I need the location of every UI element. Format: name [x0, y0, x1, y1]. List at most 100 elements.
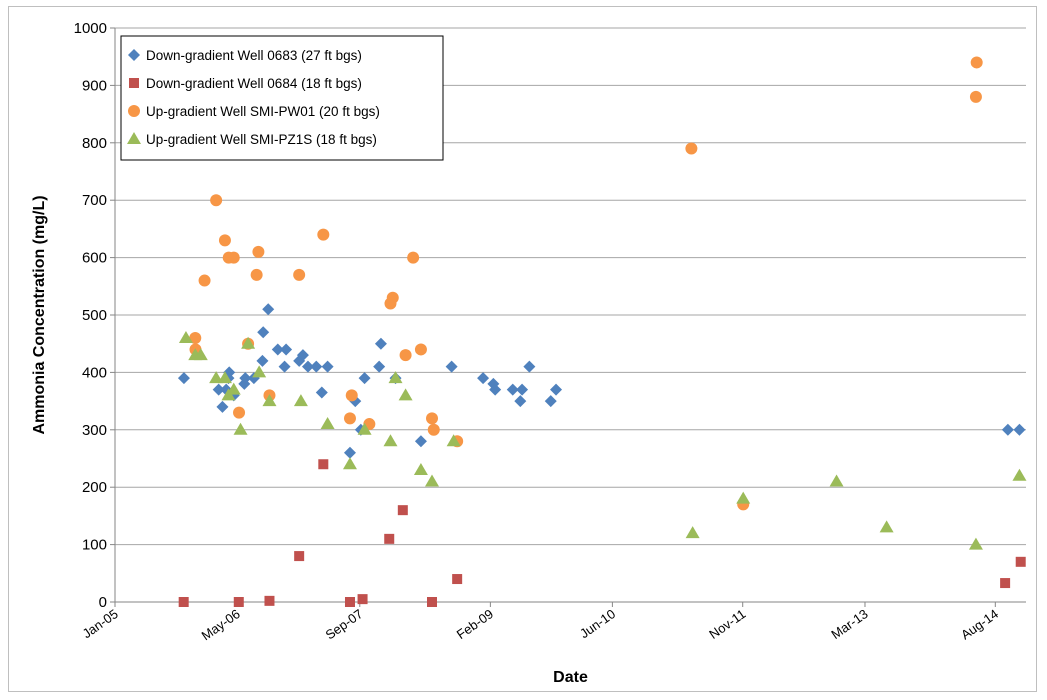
data-point [301, 360, 314, 373]
data-point [241, 336, 256, 349]
x-tick-label: Nov-11 [706, 606, 748, 642]
series-4 [178, 330, 1027, 550]
y-tick-label: 700 [82, 192, 107, 209]
data-point [446, 434, 461, 447]
legend-label: Down-gradient Well 0684 (18 ft bgs) [146, 76, 362, 91]
data-point [969, 90, 982, 103]
data-point [178, 597, 189, 607]
data-point [968, 537, 983, 550]
data-point [227, 251, 240, 264]
data-point [293, 268, 306, 281]
data-point [1013, 423, 1026, 436]
data-point [310, 360, 323, 373]
data-point [344, 597, 355, 607]
data-point [343, 446, 356, 459]
data-point [452, 574, 463, 585]
data-point [343, 412, 356, 425]
data-point [357, 422, 372, 435]
legend-label: Up-gradient Well SMI-PZ1S (18 ft bgs) [146, 132, 377, 147]
series-1 [177, 303, 1026, 459]
y-tick-label: 800 [82, 135, 107, 152]
data-point [252, 365, 267, 378]
y-tick-label: 600 [82, 250, 107, 267]
y-tick-label: 200 [82, 479, 107, 496]
data-point [414, 435, 427, 448]
data-point [425, 474, 440, 487]
data-point [550, 383, 563, 396]
x-tick-label: Aug-14 [958, 606, 1001, 642]
data-point [357, 594, 368, 605]
data-point [218, 234, 231, 247]
data-point [829, 474, 844, 487]
data-point [318, 459, 329, 470]
data-point [544, 395, 557, 408]
data-point [514, 395, 527, 408]
data-point [427, 423, 440, 436]
data-point [1015, 556, 1026, 567]
data-point [239, 372, 252, 385]
data-point [383, 434, 398, 447]
legend: Down-gradient Well 0683 (27 ft bgs) Down-… [120, 35, 444, 161]
data-point [398, 388, 413, 401]
data-point [250, 268, 263, 281]
data-point [388, 371, 403, 384]
data-point [296, 349, 309, 362]
x-axis-title: Date [553, 669, 588, 686]
legend-item: Up-gradient Well SMI-PZ1S (18 ft bgs) [127, 132, 377, 147]
data-point [216, 400, 229, 413]
data-point [264, 595, 275, 606]
data-point [736, 491, 751, 504]
y-tick-label: 1000 [74, 20, 107, 37]
data-point [489, 383, 502, 396]
data-point [342, 457, 357, 470]
data-point [177, 372, 190, 385]
data-point [373, 360, 386, 373]
data-point [374, 337, 387, 350]
data-point [293, 394, 308, 407]
x-tick-label: Mar-13 [828, 606, 870, 642]
data-point [685, 142, 698, 155]
data-point [256, 354, 269, 367]
data-point [278, 360, 291, 373]
series-2 [178, 459, 1026, 607]
data-point [294, 551, 305, 562]
data-point [280, 343, 293, 356]
data-point [320, 417, 335, 430]
data-point [445, 360, 458, 373]
data-point [1001, 423, 1014, 436]
data-point [386, 291, 399, 304]
data-point [262, 303, 275, 316]
data-point [193, 348, 208, 361]
data-point [317, 228, 330, 241]
data-point [384, 533, 395, 544]
data-point [198, 274, 211, 287]
x-tick-label: Jan-05 [80, 606, 121, 641]
data-point [1000, 578, 1011, 589]
legend-item: Up-gradient Well SMI-PW01 (20 ft bgs) [128, 104, 380, 119]
data-points [177, 56, 1027, 607]
data-point [399, 349, 412, 362]
data-point [252, 245, 265, 258]
data-point [879, 520, 894, 533]
data-point [233, 422, 248, 435]
legend-marker [128, 49, 140, 61]
legend-label: Up-gradient Well SMI-PW01 (20 ft bgs) [146, 104, 380, 119]
data-point [426, 412, 439, 425]
x-tick-label: Jun-10 [577, 606, 618, 641]
data-point [427, 597, 438, 607]
data-point [226, 382, 241, 395]
data-point [178, 330, 193, 343]
legend-marker [129, 78, 139, 88]
x-tick-label: Feb-09 [454, 606, 496, 642]
y-tick-label: 300 [82, 422, 107, 439]
legend-item: Down-gradient Well 0683 (27 ft bgs) [128, 48, 362, 63]
y-tick-label: 500 [82, 307, 107, 324]
data-point [414, 343, 427, 356]
data-point [233, 597, 244, 607]
legend-marker [128, 105, 140, 117]
data-point [217, 371, 232, 384]
legend-marker [127, 132, 141, 144]
data-point [523, 360, 536, 373]
legend-box [120, 35, 444, 161]
